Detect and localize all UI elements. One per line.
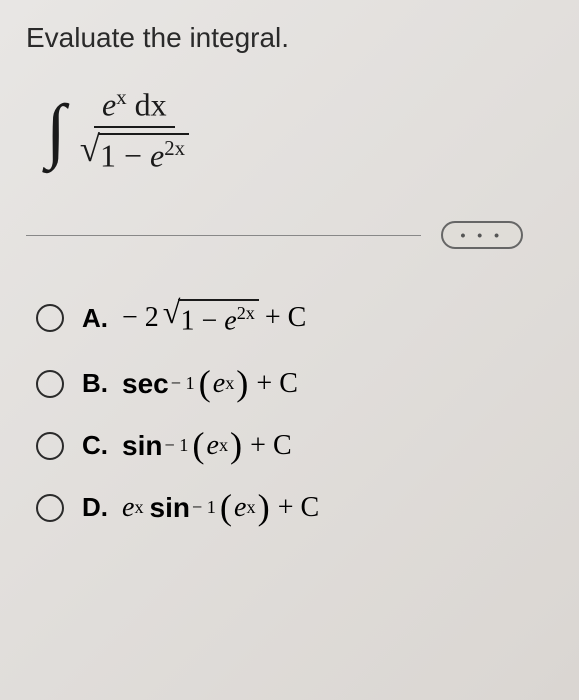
c-neg1: − 1 (164, 435, 188, 456)
radio-c[interactable] (36, 432, 64, 460)
b-fn: sec (122, 368, 169, 400)
label-d: D. (82, 492, 108, 523)
label-a: A. (82, 303, 108, 334)
question-prompt: Evaluate the integral. (26, 22, 553, 54)
b-neg1: − 1 (171, 373, 195, 394)
num-exp: x (116, 86, 126, 109)
divider-line (26, 235, 421, 236)
num-base: e (102, 87, 116, 123)
integrand-fraction: ex dx √ 1 − e2x (72, 84, 197, 176)
c-rparen: ) (228, 431, 244, 460)
num-dx: dx (127, 87, 167, 123)
label-c: C. (82, 430, 108, 461)
label-b: B. (82, 368, 108, 399)
c-lparen: ( (190, 431, 206, 460)
more-button[interactable]: • • • (441, 221, 523, 249)
radio-a[interactable] (36, 304, 64, 332)
choice-a[interactable]: A. − 2 √ 1 − e2x + C (36, 299, 553, 337)
c-suffix: + C (250, 430, 291, 462)
radio-b[interactable] (36, 370, 64, 398)
integral-expression: ∫ ex dx √ 1 − e2x (46, 84, 553, 176)
denom-exp: 2x (164, 137, 185, 160)
a-suffix: + C (265, 302, 306, 334)
divider-row: • • • (26, 221, 553, 249)
math-c: sin − 1 (ex) + C (122, 430, 292, 462)
b-lparen: ( (197, 369, 213, 398)
radio-d[interactable] (36, 494, 64, 522)
question-container: Evaluate the integral. ∫ ex dx √ 1 − e2x… (0, 0, 579, 700)
c-arg-base: e (207, 430, 219, 462)
choice-c[interactable]: C. sin − 1 (ex) + C (36, 430, 553, 462)
choice-b[interactable]: B. sec − 1 (ex) + C (36, 368, 553, 400)
answer-choices: A. − 2 √ 1 − e2x + C B. sec − 1 (ex) + C (36, 299, 553, 523)
b-rparen: ) (234, 369, 250, 398)
a-prefix: − 2 (122, 302, 159, 334)
b-arg-exp: x (225, 373, 234, 394)
a-exp: 2x (237, 303, 255, 323)
sqrt-symbol: √ (80, 133, 100, 164)
math-d: ex sin − 1 (ex) + C (122, 492, 319, 524)
d-fn: sin (150, 492, 190, 524)
c-arg-exp: x (219, 435, 228, 456)
denom-base: e (150, 137, 164, 173)
sqrt-body: 1 − e2x (98, 133, 189, 175)
d-pre-base: e (122, 492, 134, 524)
denominator: √ 1 − e2x (72, 128, 197, 177)
d-lparen: ( (218, 493, 234, 522)
a-sqrt-body: 1 − e2x (178, 299, 258, 337)
d-pre-exp: x (134, 497, 143, 518)
math-a: − 2 √ 1 − e2x + C (122, 299, 306, 337)
b-suffix: + C (256, 368, 297, 400)
d-rparen: ) (256, 493, 272, 522)
d-neg1: − 1 (192, 497, 216, 518)
c-fn: sin (122, 430, 162, 462)
b-arg-base: e (213, 368, 225, 400)
a-base: e (224, 306, 236, 337)
d-arg-base: e (234, 492, 246, 524)
a-sqrt: √ 1 − e2x (163, 299, 259, 337)
choice-d[interactable]: D. ex sin − 1 (ex) + C (36, 492, 553, 524)
a-one-minus: 1 − (180, 306, 224, 337)
integral-sign: ∫ (46, 94, 66, 166)
math-b: sec − 1 (ex) + C (122, 368, 298, 400)
d-arg-exp: x (246, 497, 255, 518)
denom-one-minus: 1 − (100, 137, 150, 173)
sqrt-wrap: √ 1 − e2x (80, 133, 189, 175)
numerator: ex dx (94, 84, 175, 128)
d-suffix: + C (278, 492, 319, 524)
